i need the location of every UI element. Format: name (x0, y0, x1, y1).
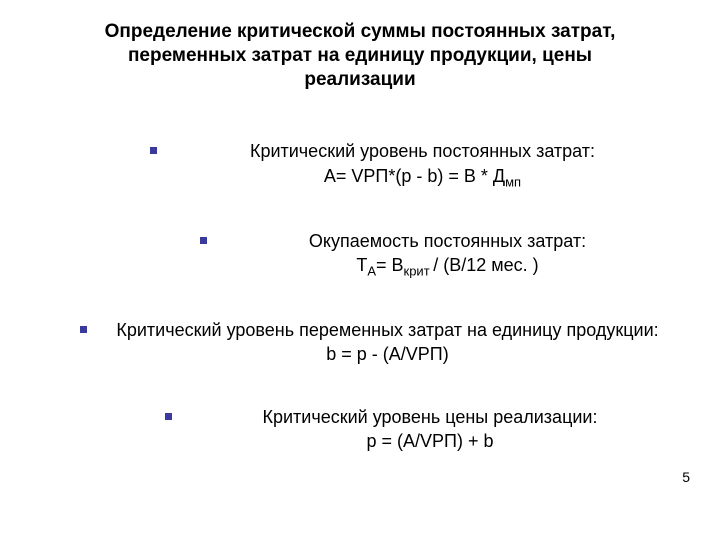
formula-subscript: крит (404, 264, 434, 279)
point-1-text: Критический уровень постоянных затрат: (175, 139, 670, 163)
point-2-text: Окупаемость постоянных затрат: (225, 229, 670, 253)
point-4-formula: p = (A/VРП) + b (190, 429, 670, 453)
formula-text: = В (376, 255, 404, 275)
bullet-row: Критический уровень постоянных затрат: А… (150, 139, 670, 190)
point-1: Критический уровень постоянных затрат: А… (50, 139, 670, 190)
point-3: Критический уровень переменных затрат на… (50, 318, 670, 367)
slide-title: Определение критической суммы постоянных… (50, 20, 670, 91)
content-block: Критический уровень постоянных затрат: А… (175, 139, 670, 190)
point-2: Окупаемость постоянных затрат: ТА= Вкрит… (50, 229, 670, 280)
point-3-text: Критический уровень переменных затрат на… (105, 318, 670, 342)
bullet-icon (165, 413, 172, 420)
bullet-icon (80, 326, 87, 333)
formula-text: А= VРП*(p - b) = В * Д (324, 166, 505, 186)
point-4: Критический уровень цены реализации: p =… (50, 405, 670, 454)
bullet-icon (200, 237, 207, 244)
bullet-row: Критический уровень цены реализации: p =… (165, 405, 670, 454)
slide-container: Определение критической суммы постоянных… (0, 0, 720, 473)
point-4-text: Критический уровень цены реализации: (190, 405, 670, 429)
point-1-formula: А= VРП*(p - b) = В * Дмп (175, 164, 670, 191)
bullet-row: Окупаемость постоянных затрат: ТА= Вкрит… (200, 229, 670, 280)
bullet-icon (150, 147, 157, 154)
formula-subscript: мп (505, 174, 521, 189)
point-3-formula: b = p - (A/VРП) (105, 342, 670, 366)
page-number: 5 (682, 469, 690, 485)
formula-subscript: А (367, 264, 376, 279)
content-block: Окупаемость постоянных затрат: ТА= Вкрит… (225, 229, 670, 280)
point-2-formula: ТА= Вкрит / (В/12 мес. ) (225, 253, 670, 280)
content-block: Критический уровень переменных затрат на… (105, 318, 670, 367)
bullet-row: Критический уровень переменных затрат на… (80, 318, 670, 367)
formula-text: / (В/12 мес. ) (433, 255, 538, 275)
formula-text: Т (356, 255, 367, 275)
content-block: Критический уровень цены реализации: p =… (190, 405, 670, 454)
